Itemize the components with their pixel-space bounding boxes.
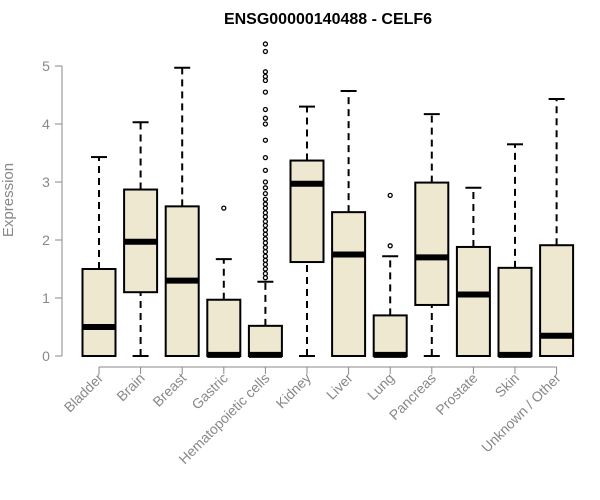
outlier-point [262,179,269,185]
outlier-point [262,231,269,237]
y-tick-label: 5 [42,58,50,74]
box-series [81,41,575,358]
outlier-point [262,248,269,255]
outlier-point [262,261,269,268]
outlier-point [262,121,269,127]
outlier-point [262,106,269,113]
box-bladder [81,156,117,357]
box-brain [123,121,159,357]
box-hematopoietic-cells [247,41,283,358]
outlier-point [262,154,269,161]
box-body [206,298,242,357]
outlier-point [262,89,269,95]
y-tick-label: 4 [42,116,50,132]
box-liver [331,89,367,357]
outlier-point [262,222,269,229]
box-body [497,266,533,357]
outlier-point [262,218,269,225]
x-tick-label: Bladder [61,370,107,416]
y-axis: 0 1 2 3 4 5 [42,58,63,364]
outlier-point [262,257,269,263]
outlier-point [262,77,269,84]
outlier-point [262,190,269,197]
y-axis-label: Expression [0,163,17,237]
x-tick-label: Lung [364,370,397,403]
x-tick-label: Kidney [273,370,315,412]
chart-title: ENSG00000140488 - CELF6 [224,11,432,28]
y-tick-label: 1 [42,290,50,306]
outlier-point [262,266,269,272]
x-tick-label: Prostate [432,370,480,418]
box-body [331,211,367,357]
box-body [289,159,325,264]
outlier-point [262,227,269,233]
x-tick-label: Liver [323,370,356,403]
outlier-point [262,240,269,246]
box-body [539,244,575,357]
outlier-point [387,192,393,198]
x-tick-label: Unknown / Other [478,370,564,456]
outlier-point [262,73,269,80]
y-tick-label: 2 [42,232,50,248]
box-breast [164,66,200,357]
x-tick-label: Breast [149,370,189,410]
x-tick-label: Brain [113,370,147,404]
box-skin [497,143,533,358]
outlier-point [262,236,269,242]
y-tick-label: 0 [42,348,50,364]
box-unknown-other [539,98,575,357]
box-gastric [206,205,242,358]
outlier-point [262,210,269,216]
outlier-point [221,205,227,211]
box-body [372,314,408,357]
outlier-point [262,201,269,207]
box-body [81,268,117,357]
box-kidney [289,105,325,357]
outlier-point [262,41,269,47]
outlier-point [262,205,269,211]
box-body [414,181,450,306]
outlier-point [262,244,269,251]
box-pancreas [414,113,450,357]
x-tick-label: Skin [492,370,523,401]
outlier-point [262,196,269,203]
outlier-point [262,270,269,277]
outlier-point [262,185,269,191]
outlier-point [262,115,269,121]
box-body [247,324,283,357]
y-tick-label: 3 [42,174,50,190]
outlier-point [387,243,393,249]
outlier-point [262,275,269,281]
outlier-point [262,253,269,259]
outlier-point [262,48,269,55]
box-body [455,245,491,358]
box-prostate [455,186,491,358]
outlier-point [262,69,269,75]
outlier-point [262,167,269,174]
outlier-point [262,137,269,143]
box-lung [372,192,408,358]
outlier-point [262,214,269,220]
